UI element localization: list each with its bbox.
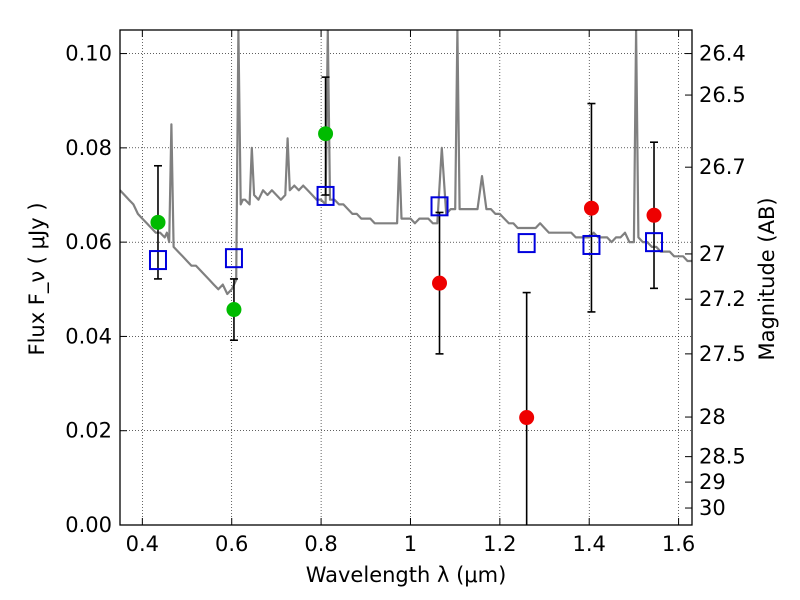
x-axis-label: Wavelength λ (μm) [306,563,507,587]
right-tick-label: 26.5 [699,83,746,107]
spectrum-layer [120,30,692,296]
model-square-point [645,232,664,253]
model-square-point [430,196,449,217]
model-square-point [517,233,536,254]
x-tick-label: 1 [404,532,417,556]
right-tick-label: 27 [699,242,726,266]
plot-frame [119,29,693,526]
x-tick-label: 1.4 [573,532,606,556]
x-tick-label: 0.6 [215,532,248,556]
data-point [226,302,242,318]
right-tick-label: 30 [699,496,726,520]
right-tick-label: 28.5 [699,445,746,469]
x-tick-label: 1.6 [662,532,695,556]
data-point [519,410,535,426]
right-tick-label: 28 [699,405,726,429]
spectrum-line [120,30,692,296]
y-tick-label: 0.02 [65,419,112,443]
tick-layer: 0.4 0.6 0.8 1 1.2 1.4 1.6 0.00 0.02 0.04 0.06 0.08 0… [65,30,746,556]
right-tick-label: 29 [699,470,726,494]
x-tick-label: 1.2 [483,532,516,556]
errorbar-layer [153,76,659,525]
right-tick-label: 26.7 [699,155,746,179]
right-tick-label: 26.4 [699,42,746,66]
y-tick-label: 0.06 [65,230,112,254]
right-tick-label: 27.5 [699,342,746,366]
x-tick-label: 0.8 [304,532,337,556]
data-point [150,214,166,230]
y-tick-label: 0.10 [65,42,112,66]
data-point [432,275,448,291]
x-tick-label: 0.4 [126,532,159,556]
y-axis-label: Flux F_ν ( μJy ) [25,202,50,355]
y-tick-label: 0.08 [65,136,112,160]
data-point [318,126,334,142]
model-square-point [316,185,335,206]
right-tick-label: 27.2 [699,287,746,311]
data-point [646,207,662,223]
model-square-point [224,248,243,269]
model-square-point [148,250,167,271]
y-tick-label: 0.00 [65,513,112,537]
data-point [583,200,599,216]
marker-layer [148,126,664,426]
model-square-point [582,234,601,255]
right-axis-label: Magnitude (AB) [755,197,779,360]
y-tick-label: 0.04 [65,324,112,348]
